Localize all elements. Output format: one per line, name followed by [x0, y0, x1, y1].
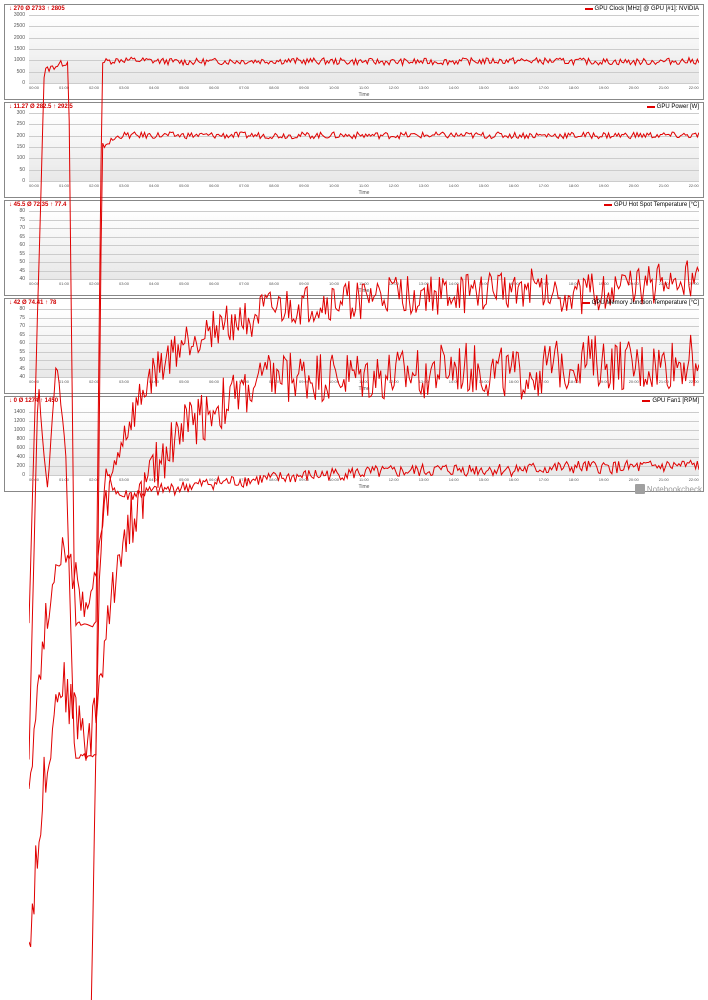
chart-legend: GPU Clock [MHz] @ GPU [#1]: NVIDIA [585, 6, 699, 12]
chart-stats: ↓ 11.27 Ø 282.5 ↑ 292.5 [9, 104, 73, 110]
legend-text: GPU Fan1 [RPM] [652, 398, 699, 404]
chart-panel-3: ↓ 42 Ø 74.41 ↑ 78 GPU Memory Junction Tem… [4, 298, 704, 394]
plot-area [29, 407, 699, 475]
y-tick: 0 [22, 80, 25, 86]
y-tick: 200 [17, 133, 25, 139]
y-tick: 65 [19, 234, 25, 240]
y-tick: 75 [19, 315, 25, 321]
chart-panel-1: ↓ 11.27 Ø 282.5 ↑ 292.5 GPU Power [W] 0 50 1… [4, 102, 704, 198]
watermark-text: Notebookcheck [647, 485, 702, 494]
y-tick: 2000 [14, 35, 25, 41]
y-tick: 1500 [14, 46, 25, 52]
plot-area [29, 15, 699, 83]
legend-marker [604, 204, 612, 206]
legend-text: GPU Memory Junction Temperature [°C] [592, 300, 699, 306]
data-line [29, 407, 699, 1000]
y-axis: 40 45 50 55 60 65 70 75 80 [5, 309, 27, 377]
y-tick: 45 [19, 268, 25, 274]
chart-legend: GPU Memory Junction Temperature [°C] [582, 300, 699, 306]
y-tick: 40 [19, 276, 25, 282]
y-tick: 60 [19, 242, 25, 248]
legend-marker [647, 106, 655, 108]
y-axis: 0 200 400 600 800 1000 1200 1400 [5, 407, 27, 475]
y-tick: 2500 [14, 23, 25, 29]
y-tick: 500 [17, 69, 25, 75]
legend-text: GPU Power [W] [657, 104, 699, 110]
y-axis: 40 45 50 55 60 65 70 75 80 [5, 211, 27, 279]
y-tick: 75 [19, 217, 25, 223]
y-tick: 800 [17, 436, 25, 442]
y-tick: 65 [19, 332, 25, 338]
y-tick: 150 [17, 144, 25, 150]
y-axis: 0 500 1000 1500 2000 2500 3000 [5, 15, 27, 83]
y-tick: 80 [19, 208, 25, 214]
y-tick: 0 [22, 178, 25, 184]
y-tick: 70 [19, 323, 25, 329]
y-tick: 300 [17, 110, 25, 116]
y-tick: 80 [19, 306, 25, 312]
y-tick: 1200 [14, 418, 25, 424]
y-tick: 40 [19, 374, 25, 380]
y-tick: 50 [19, 259, 25, 265]
y-tick: 250 [17, 121, 25, 127]
chart-legend: GPU Fan1 [RPM] [642, 398, 699, 404]
y-axis: 0 50 100 150 200 250 300 [5, 113, 27, 181]
chart-legend: GPU Hot Spot Temperature [°C] [604, 202, 699, 208]
watermark: Notebookcheck [635, 484, 702, 494]
chart-legend: GPU Power [W] [647, 104, 699, 110]
y-tick: 60 [19, 340, 25, 346]
chart-stats: ↓ 42 Ø 74.41 ↑ 78 [9, 300, 56, 306]
y-tick: 100 [17, 155, 25, 161]
y-tick: 50 [19, 167, 25, 173]
y-tick: 600 [17, 445, 25, 451]
chart-panel-2: ↓ 45.5 Ø 72.35 ↑ 77.4 GPU Hot Spot Temper… [4, 200, 704, 296]
plot-area [29, 113, 699, 181]
legend-marker [585, 8, 593, 10]
y-tick: 3000 [14, 12, 25, 18]
y-tick: 45 [19, 366, 25, 372]
plot-area [29, 309, 699, 377]
y-tick: 55 [19, 251, 25, 257]
notebookcheck-icon [635, 484, 645, 494]
legend-marker [582, 302, 590, 304]
y-tick: 1000 [14, 427, 25, 433]
legend-marker [642, 400, 650, 402]
y-tick: 50 [19, 357, 25, 363]
chart-panel-0: ↓ 270 Ø 2733 ↑ 2805 GPU Clock [MHz] @ GPU… [4, 4, 704, 100]
y-tick: 70 [19, 225, 25, 231]
y-tick: 200 [17, 463, 25, 469]
y-tick: 0 [22, 472, 25, 478]
chart-panel-4: ↓ 0 Ø 1274 ↑ 1450 GPU Fan1 [RPM] 0 200 400 60… [4, 396, 704, 492]
chart-stats: ↓ 0 Ø 1274 ↑ 1450 [9, 398, 58, 404]
y-tick: 1000 [14, 57, 25, 63]
y-tick: 400 [17, 454, 25, 460]
y-tick: 1400 [14, 409, 25, 415]
plot-area [29, 211, 699, 279]
legend-text: GPU Hot Spot Temperature [°C] [614, 202, 699, 208]
legend-text: GPU Clock [MHz] @ GPU [#1]: NVIDIA [595, 6, 699, 12]
chart-stats: ↓ 45.5 Ø 72.35 ↑ 77.4 [9, 202, 66, 208]
chart-stats: ↓ 270 Ø 2733 ↑ 2805 [9, 6, 65, 12]
y-tick: 55 [19, 349, 25, 355]
